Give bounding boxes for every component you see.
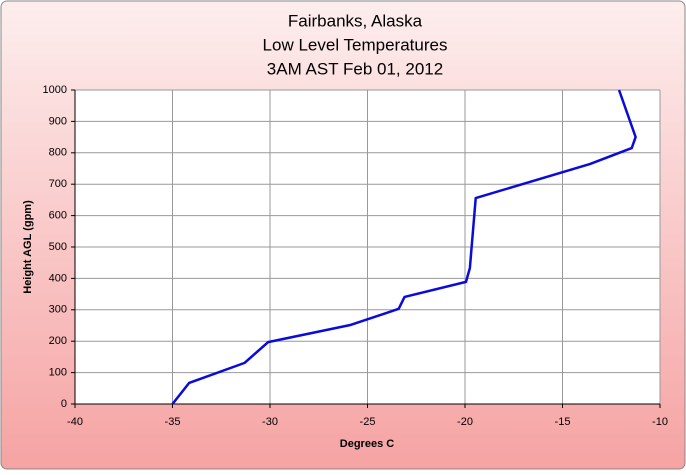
chart-title: Low Level Temperatures bbox=[263, 35, 448, 54]
y-tick-label: 800 bbox=[49, 147, 67, 159]
y-axis-label: Height AGL (gpm) bbox=[22, 200, 34, 294]
x-tick-label: -20 bbox=[457, 416, 473, 428]
x-tick-label: -15 bbox=[555, 416, 571, 428]
y-tick-label: 600 bbox=[49, 210, 67, 222]
y-tick-label: 300 bbox=[49, 304, 67, 316]
y-tick-label: 500 bbox=[49, 241, 67, 253]
y-tick-label: 900 bbox=[49, 115, 67, 127]
y-tick-label: 700 bbox=[49, 178, 67, 190]
chart-title: Fairbanks, Alaska bbox=[288, 11, 423, 30]
y-tick-label: 200 bbox=[49, 335, 67, 347]
y-tick-label: 400 bbox=[49, 272, 67, 284]
x-tick-label: -30 bbox=[262, 416, 278, 428]
y-tick-label: 1000 bbox=[43, 84, 67, 96]
x-axis-label: Degrees C bbox=[340, 438, 394, 450]
x-tick-label: -10 bbox=[652, 416, 668, 428]
x-tick-label: -35 bbox=[165, 416, 181, 428]
x-tick-label: -40 bbox=[67, 416, 83, 428]
x-tick-label: -25 bbox=[360, 416, 376, 428]
y-tick-label: 0 bbox=[61, 398, 67, 410]
chart-title: 3AM AST Feb 01, 2012 bbox=[267, 59, 443, 78]
y-tick-label: 100 bbox=[49, 367, 67, 379]
data-line bbox=[171, 89, 637, 405]
